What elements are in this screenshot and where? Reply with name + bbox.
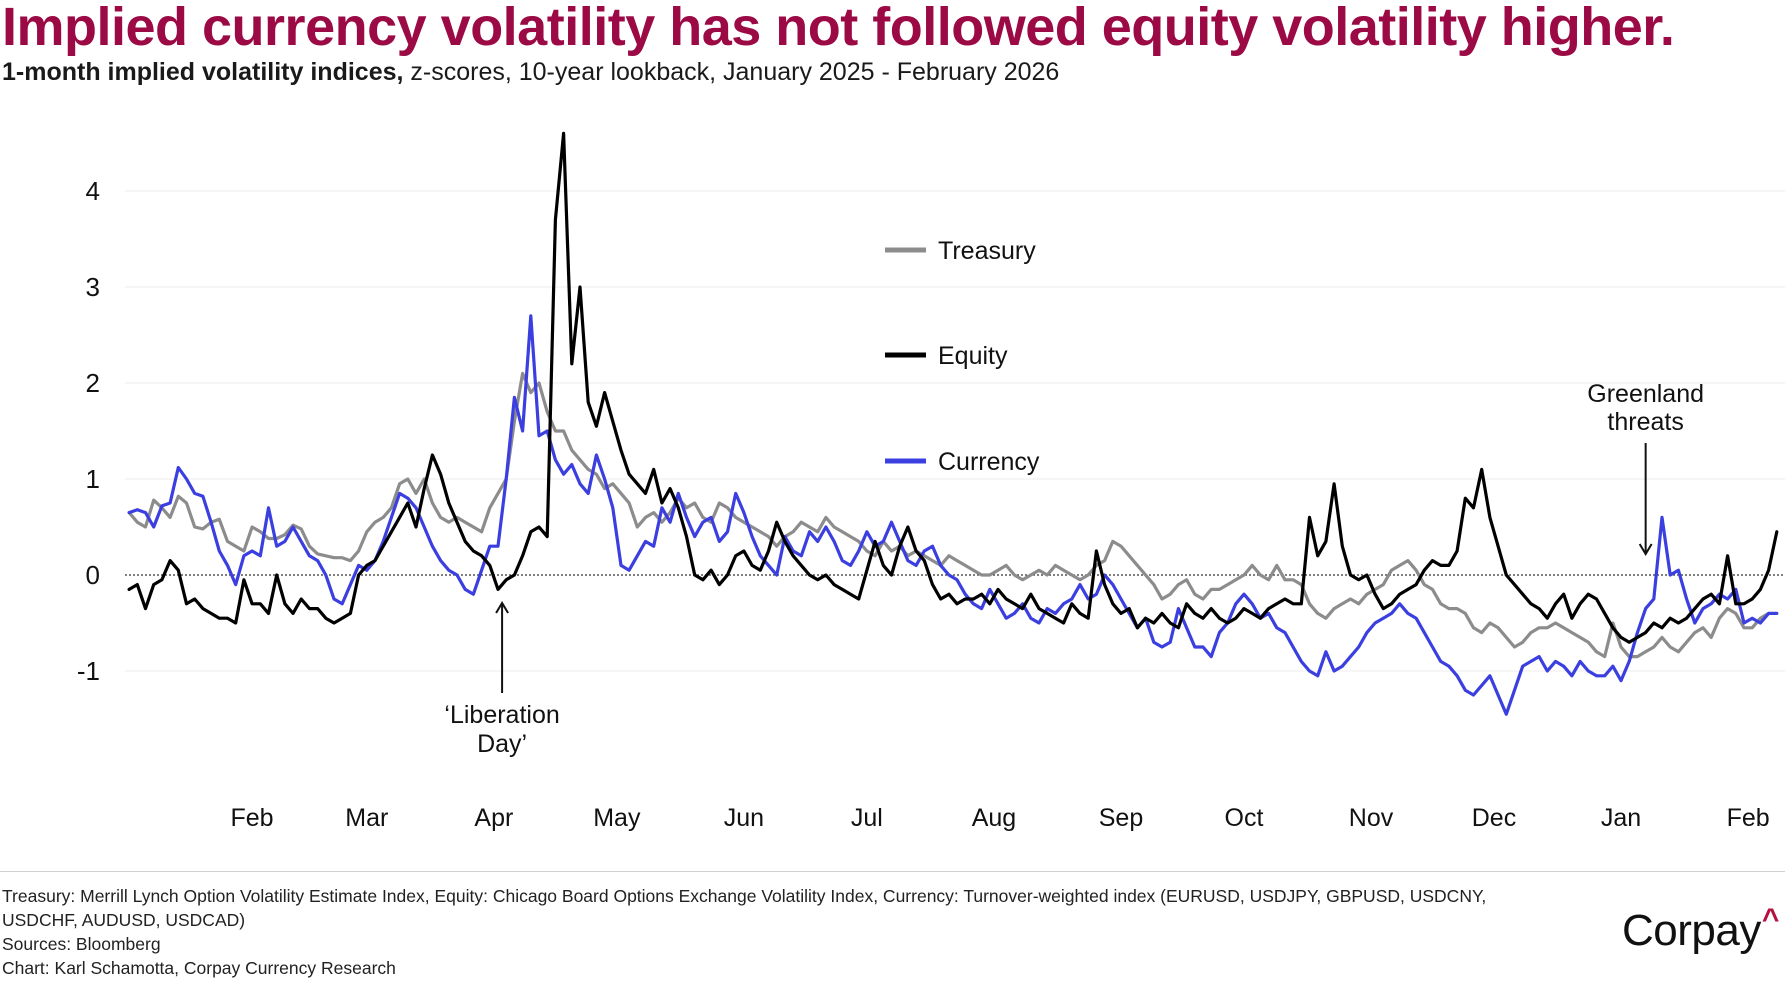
- x-tick-label: Mar: [345, 804, 388, 832]
- corpay-logo: Corpay^: [1622, 903, 1780, 956]
- subtitle-rest: z-scores, 10-year lookback, January 2025…: [403, 58, 1060, 86]
- annotation-liberation-day-line1: ‘Liberation: [444, 701, 559, 729]
- legend-label-currency: Currency: [938, 448, 1040, 476]
- legend-label-treasury: Treasury: [938, 237, 1036, 265]
- y-tick-label: 0: [86, 560, 100, 590]
- chart-subtitle: 1-month implied volatility indices, z-sc…: [2, 58, 1059, 87]
- footnote-sources: Sources: Bloomberg: [2, 934, 161, 954]
- chart-title: Implied currency volatility has not foll…: [2, 0, 1675, 57]
- arrowhead-up-icon: [495, 601, 509, 614]
- x-axis-ticks: Feb Mar Apr May Jun Jul Aug Sep Oct Nov Dec Jan Feb: [231, 804, 1770, 832]
- x-tick-label: Dec: [1472, 804, 1516, 832]
- y-tick-label: -1: [77, 656, 100, 686]
- series-line-currency: [127, 314, 1779, 716]
- line-chart: -1 0 1 2 3 4 Feb Mar Apr May Jun Jul Aug Sep Oct Nov De…: [77, 131, 1785, 832]
- y-tick-label: 1: [86, 464, 100, 494]
- annotation-greenland-line2: threats: [1607, 408, 1683, 436]
- annotation-greenland-line1: Greenland: [1587, 380, 1704, 408]
- x-tick-label: Jul: [851, 804, 883, 832]
- y-tick-label: 2: [86, 368, 100, 398]
- logo-text: Corpay: [1622, 906, 1761, 955]
- x-tick-label: Nov: [1349, 804, 1394, 832]
- annotation-liberation-day-line2: Day’: [477, 730, 527, 758]
- gridlines: [125, 190, 1785, 672]
- series-line-equity: [127, 131, 1779, 644]
- x-tick-label: Oct: [1225, 804, 1264, 832]
- x-tick-label: Aug: [972, 804, 1016, 832]
- footer-divider: [0, 871, 1785, 872]
- series-lines: [127, 131, 1779, 716]
- x-tick-label: May: [593, 804, 641, 832]
- x-tick-label: Feb: [1727, 804, 1770, 832]
- legend-label-equity: Equity: [938, 342, 1008, 370]
- x-tick-label: Sep: [1099, 804, 1143, 832]
- series-line-treasury: [127, 371, 1771, 659]
- x-tick-label: Apr: [474, 804, 513, 832]
- arrowhead-down-icon: [1638, 543, 1653, 556]
- footnote-definitions: Treasury: Merrill Lynch Option Volatilit…: [2, 886, 1487, 930]
- y-tick-label: 4: [86, 176, 100, 206]
- legend: Treasury Equity Currency: [885, 237, 1040, 476]
- y-tick-label: 3: [86, 272, 100, 302]
- x-tick-label: Jun: [724, 804, 764, 832]
- footnotes: Treasury: Merrill Lynch Option Volatilit…: [2, 884, 1562, 980]
- logo-caret-icon: ^: [1761, 903, 1780, 936]
- subtitle-bold: 1-month implied volatility indices,: [2, 58, 404, 86]
- x-tick-label: Feb: [231, 804, 274, 832]
- footnote-credit: Chart: Karl Schamotta, Corpay Currency R…: [2, 958, 396, 978]
- y-axis-ticks: -1 0 1 2 3 4: [77, 176, 100, 686]
- x-tick-label: Jan: [1601, 804, 1641, 832]
